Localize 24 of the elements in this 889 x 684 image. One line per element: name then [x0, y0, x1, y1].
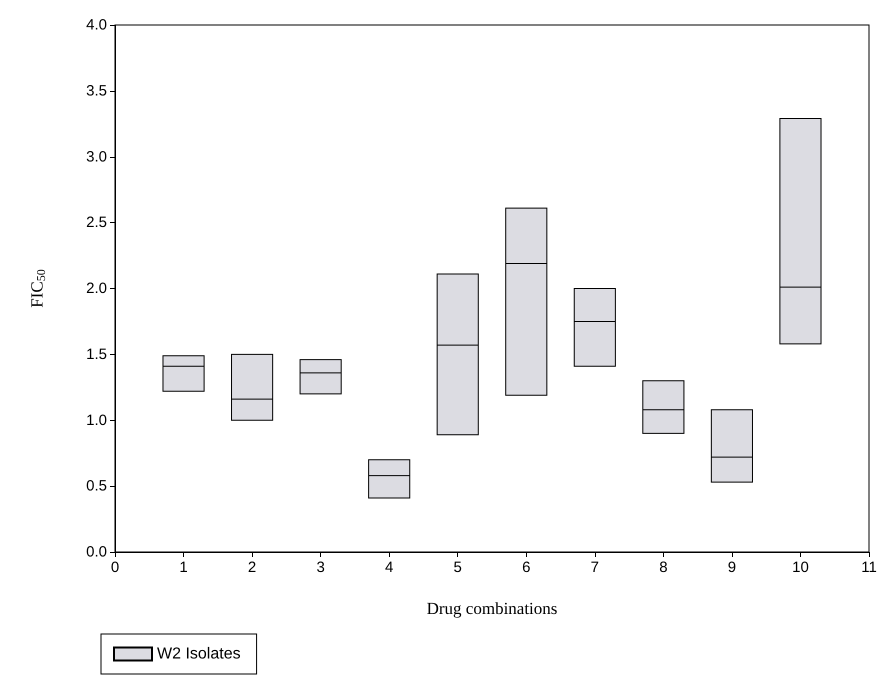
x-tick-label: 2 [248, 559, 256, 576]
y-tick-label: 2.5 [86, 214, 107, 232]
y-tick-label: 1.5 [86, 346, 107, 363]
y-tick-label: 3.5 [86, 82, 107, 100]
x-axis-title: Drug combinations [426, 599, 558, 618]
x-tick-label: 11 [861, 559, 877, 576]
y-tick-label: 1.0 [86, 412, 107, 429]
y-tick-label: 0.5 [86, 478, 107, 495]
legend-label: W2 Isolates [157, 646, 241, 662]
x-tick-label: 9 [728, 559, 736, 576]
x-tick-label: 3 [316, 559, 325, 576]
x-tick-label: 6 [522, 559, 530, 576]
y-tick-label: 3.0 [86, 148, 107, 166]
x-tick-label: 8 [659, 559, 668, 576]
x-tick-label: 0 [110, 559, 120, 576]
x-tick-label: 5 [454, 559, 462, 576]
x-tick-label: 4 [385, 559, 394, 576]
y-tick-label: 4.0 [86, 16, 107, 34]
y-tick-label: 2.0 [86, 280, 107, 297]
x-tick-label: 1 [179, 559, 188, 576]
y-tick-label: 0.0 [86, 544, 107, 560]
x-tick-label: 7 [590, 559, 599, 576]
y-axis-title: FIC50 [28, 269, 48, 308]
x-tick-label: 10 [792, 559, 809, 576]
